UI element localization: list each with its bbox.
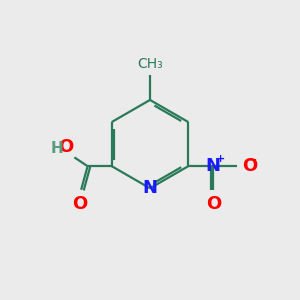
Text: O: O: [72, 195, 87, 213]
Text: +: +: [216, 154, 225, 164]
Text: N: N: [142, 179, 158, 197]
Text: O: O: [58, 138, 74, 156]
Text: O: O: [242, 157, 257, 175]
Text: O: O: [206, 195, 221, 213]
Text: H: H: [50, 141, 63, 156]
Text: N: N: [206, 157, 221, 175]
Text: CH₃: CH₃: [137, 57, 163, 71]
Text: −: −: [247, 153, 257, 166]
